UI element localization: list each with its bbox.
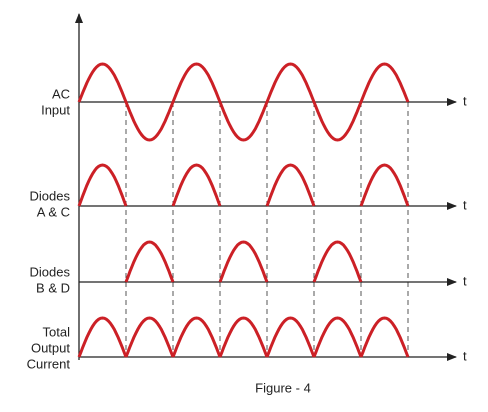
time-label: t: [463, 348, 467, 363]
time-label: t: [463, 197, 467, 212]
waveform-label: Input: [41, 102, 70, 117]
waveform: [124, 240, 363, 283]
waveform-label: Diodes: [30, 264, 71, 279]
waveform-label: AC: [52, 86, 70, 101]
waveform: [77, 62, 410, 142]
caption: Figure - 4: [255, 380, 311, 395]
waveform-label: B & D: [36, 280, 70, 295]
time-label: t: [463, 273, 467, 288]
waveform: [77, 163, 410, 207]
waveform-label: Current: [27, 356, 71, 371]
waveform-label: A & C: [37, 204, 70, 219]
waveform-label: Total: [43, 324, 71, 339]
waveform-label: Output: [31, 340, 70, 355]
waveform: [77, 316, 410, 358]
time-label: t: [463, 93, 467, 108]
waveform-label: Diodes: [30, 188, 71, 203]
